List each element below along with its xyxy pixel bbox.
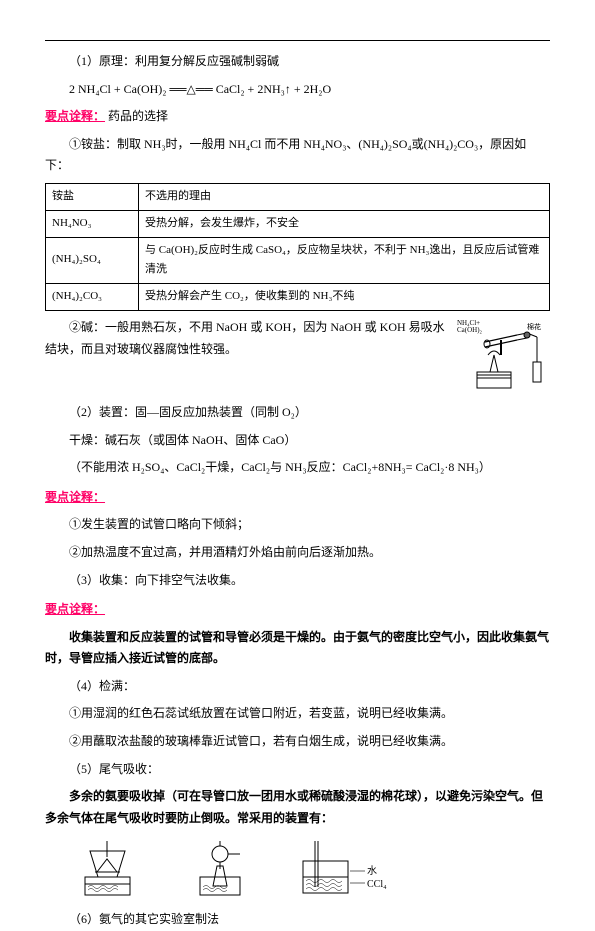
equation-main: 2 NH₄Cl + Ca(OH)₂ ══△══ CaCl₂ + 2NH₃↑ + …: [45, 79, 550, 101]
absorb-diagram-3: 水 CCl₄: [295, 839, 405, 899]
para-other-methods: （6）氨气的其它实验室制法: [45, 909, 550, 931]
table-row: (NH₄)₂CO₃ 受热分解会产生 CO₂，使收集到的 NH₃不纯: [46, 284, 550, 311]
table-header-row: 铵盐 不选用的理由: [46, 183, 550, 210]
para-tail-gas-note: 多余的氨要吸收掉（可在导管口放一团用水或稀硫酸浸湿的棉花球），以避免污染空气。但…: [45, 786, 550, 829]
diagram-label-cotton: 棉花: [527, 322, 541, 331]
salt-reason-table: 铵盐 不选用的理由 NH₄NO₃ 受热分解，会发生爆炸，不安全 (NH₄)₂SO…: [45, 183, 550, 311]
para-apparatus: （2）装置：固—固反应加热装置（同制 O₂）: [45, 402, 550, 424]
para-ammonium-salt: ①铵盐：制取 NH₃时，一般用 NH₄Cl 而不用 NH₄NO₃、(NH₄)₂S…: [45, 134, 550, 177]
para-check-1: ①用湿润的红色石蕊试纸放置在试管口附近，若变蓝，说明已经收集满。: [45, 703, 550, 725]
section-red-2: 要点诠释：: [45, 487, 550, 509]
para-drying: 干燥：碱石灰（或固体 NaOH、固体 CaO）: [45, 430, 550, 452]
label-water: 水: [367, 865, 377, 877]
apparatus-diagram: NH₄Cl+ Ca(OH)₂ 棉花: [455, 317, 550, 392]
absorb-diagram-1: [75, 839, 145, 899]
table-row: NH₄NO₃ 受热分解，会发生爆炸，不安全: [46, 210, 550, 237]
table-header-salt: 铵盐: [46, 183, 139, 210]
para-tube-tilt: ①发生装置的试管口略向下倾斜；: [45, 514, 550, 536]
para-principle: （1）原理：利用复分解反应强碱制弱碱: [45, 51, 550, 73]
section-suffix-1: 药品的选择: [108, 109, 168, 123]
para-check-full: （4）检满：: [45, 676, 550, 698]
table-cell-salt: NH₄NO₃: [46, 210, 139, 237]
para-heating: ②加热温度不宜过高，并用酒精灯外焰由前向后逐渐加热。: [45, 542, 550, 564]
table-cell-reason: 受热分解，会发生爆炸，不安全: [139, 210, 550, 237]
top-rule: [45, 40, 550, 41]
label-ccl4: CCl₄: [367, 879, 387, 890]
table-cell-reason: 受热分解会产生 CO₂，使收集到的 NH₃不纯: [139, 284, 550, 311]
para-tail-gas: （5）尾气吸收：: [45, 759, 550, 781]
table-row: (NH₄)₂SO₄ 与 Ca(OH)₂反应时生成 CaSO₄，反应物呈块状，不利…: [46, 237, 550, 284]
para-check-2: ②用蘸取浓盐酸的玻璃棒靠近试管口，若有白烟生成，说明已经收集满。: [45, 731, 550, 753]
para-drying-note: （不能用浓 H₂SO₄、CaCl₂干燥，CaCl₂与 NH₃反应：CaCl₂+8…: [45, 457, 550, 479]
para-collection: （3）收集：向下排空气法收集。: [45, 570, 550, 592]
table-header-reason: 不选用的理由: [139, 183, 550, 210]
section-red-3: 要点诠释：: [45, 599, 550, 621]
absorption-diagrams: 水 CCl₄: [75, 839, 550, 899]
absorb-diagram-2: [185, 839, 255, 899]
section-heading-1: 要点诠释： 药品的选择: [45, 106, 550, 128]
table-cell-salt: (NH₄)₂CO₃: [46, 284, 139, 311]
table-cell-reason: 与 Ca(OH)₂反应时生成 CaSO₄，反应物呈块状，不利于 NH₃逸出，且反…: [139, 237, 550, 284]
svg-text:Ca(OH)₂: Ca(OH)₂: [457, 326, 483, 334]
table-cell-salt: (NH₄)₂SO₄: [46, 237, 139, 284]
section-red-1: 要点诠释：: [45, 109, 105, 123]
para-collection-note: 收集装置和反应装置的试管和导管必须是干燥的。由于氨气的密度比空气小，因此收集氨气…: [45, 627, 550, 670]
